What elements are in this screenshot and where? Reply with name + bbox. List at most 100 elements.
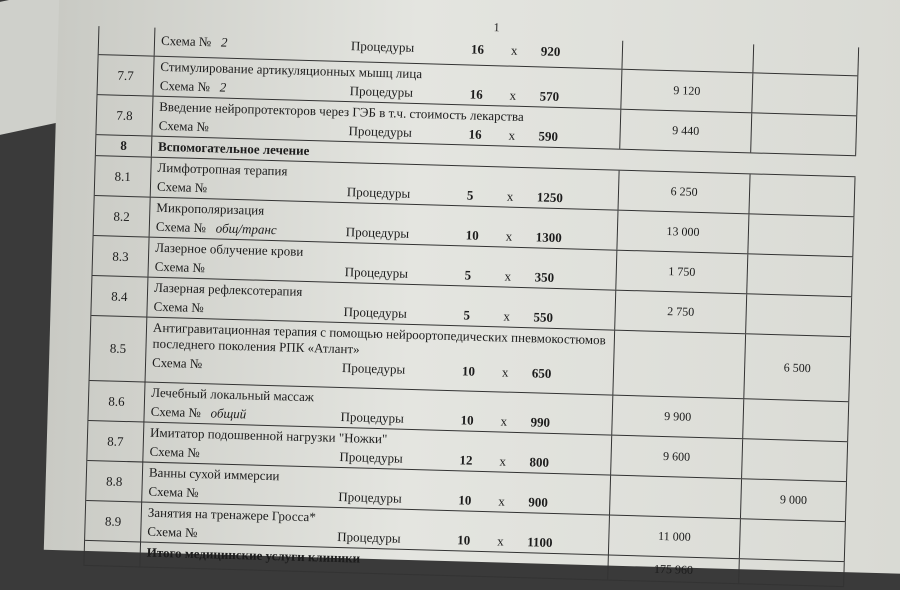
procedures-label: Процедуры	[344, 264, 464, 283]
total-cell-alt	[752, 73, 858, 115]
unit-price: 800	[529, 454, 549, 471]
multiply-sign: x	[503, 309, 533, 326]
scheme-label: Схема №	[151, 404, 202, 420]
unit-price: 550	[533, 309, 553, 326]
unit-price: 1100	[527, 534, 553, 551]
procedures-label: Процедуры	[351, 38, 471, 57]
procedures-label: Процедуры	[337, 529, 457, 548]
page-number: 1	[493, 20, 499, 35]
total-cell-alt	[753, 44, 859, 75]
quantity: 16	[469, 86, 509, 103]
scheme-value: 2	[221, 35, 228, 50]
total-cell: 2 750	[615, 291, 747, 334]
quantity: 10	[466, 227, 506, 244]
total-cell-alt	[748, 214, 854, 256]
total-cell-alt: 6 500	[744, 334, 851, 401]
row-number: 8.2	[94, 196, 151, 237]
total-cell	[622, 41, 754, 73]
document-page: 1 Схема № 2 Процедуры 16 x 920 7.7 Стиму…	[44, 0, 900, 575]
unit-price: 1300	[535, 229, 561, 246]
multiply-sign: x	[500, 413, 530, 430]
scheme-label: Схема №	[148, 484, 199, 500]
total-cell: 9 440	[620, 110, 752, 153]
unit-price: 650	[532, 365, 552, 382]
total-cell: 6 250	[619, 171, 751, 214]
procedures-label: Процедуры	[347, 184, 467, 203]
multiply-sign: x	[499, 453, 529, 470]
scheme-label: Схема №	[149, 444, 200, 460]
total-cell: 9 900	[612, 396, 744, 439]
row-number: 8.1	[95, 156, 152, 197]
quantity: 10	[457, 532, 497, 549]
total-cell-alt	[749, 174, 855, 216]
total-cell-alt	[742, 439, 848, 481]
scheme-value: общ/транс	[216, 220, 277, 237]
total-cell	[613, 331, 746, 399]
scheme-value: 2	[220, 80, 227, 95]
total-cell-alt	[751, 113, 857, 155]
quantity: 16	[471, 42, 511, 59]
unit-price: 590	[538, 128, 558, 145]
total-cell: 9 120	[621, 70, 753, 113]
quantity: 16	[468, 126, 508, 143]
unit-price: 1250	[537, 189, 563, 206]
unit-price: 350	[534, 269, 554, 286]
total-cell: 13 000	[617, 211, 749, 254]
total-cell-alt	[743, 399, 849, 441]
unit-price: 570	[539, 88, 559, 105]
row-number: 8.9	[85, 501, 142, 542]
scheme-label: Схема №	[155, 259, 206, 275]
procedures-label: Процедуры	[340, 409, 460, 428]
scheme-label: Схема №	[152, 355, 203, 371]
multiply-sign: x	[504, 269, 534, 286]
multiply-sign: x	[509, 88, 539, 105]
row-number: 8.5	[90, 316, 148, 382]
quantity: 10	[458, 492, 498, 509]
total-cell: 11 000	[609, 516, 741, 559]
total-cell-alt	[747, 254, 853, 296]
multiply-sign: x	[506, 229, 536, 246]
scheme-label: Схема №	[156, 219, 207, 235]
multiply-sign: x	[498, 493, 528, 510]
procedures-label: Процедуры	[342, 360, 462, 379]
quantity: 5	[464, 267, 504, 284]
total-cell: 1 750	[616, 251, 748, 294]
procedures-label: Процедуры	[338, 489, 458, 508]
quantity: 10	[462, 363, 502, 380]
total-cell: 9 600	[611, 436, 743, 479]
section-number: 8	[96, 135, 153, 157]
grand-total: 175 960	[608, 556, 740, 584]
scheme-label: Схема №	[153, 299, 204, 315]
multiply-sign: x	[497, 533, 527, 550]
row-number: 7.7	[98, 55, 155, 96]
row-number: 7.8	[96, 95, 153, 136]
scheme-label: Схема №	[160, 78, 211, 94]
scheme-label: Схема №	[161, 33, 212, 49]
unit-price: 920	[541, 43, 561, 60]
quantity: 10	[460, 412, 500, 429]
procedures-label: Процедуры	[343, 304, 463, 323]
quantity: 5	[467, 187, 507, 204]
row-number: 8.8	[86, 461, 143, 502]
quantity: 12	[459, 452, 499, 469]
multiply-sign: x	[508, 128, 538, 145]
row-number: 8.7	[87, 421, 144, 462]
total-cell-alt	[746, 294, 852, 336]
multiply-sign: x	[502, 364, 532, 381]
procedures-label: Процедуры	[346, 224, 466, 243]
unit-price: 990	[530, 414, 550, 431]
scheme-label: Схема №	[158, 118, 209, 134]
total-cell-alt	[740, 519, 846, 561]
price-table: Схема № 2 Процедуры 16 x 920 7.7 Стимули…	[83, 26, 859, 587]
row-number: 8.4	[91, 276, 148, 317]
procedures-label: Процедуры	[350, 83, 470, 102]
row-number: 8.3	[92, 236, 149, 277]
row-number: 8.6	[88, 381, 145, 422]
procedures-label: Процедуры	[348, 123, 468, 142]
procedures-label: Процедуры	[339, 449, 459, 468]
scheme-label: Схема №	[147, 524, 198, 540]
multiply-sign: x	[511, 43, 541, 60]
unit-price: 900	[528, 494, 548, 511]
scheme-value: общий	[210, 405, 246, 421]
scheme-label: Схема №	[157, 179, 208, 195]
